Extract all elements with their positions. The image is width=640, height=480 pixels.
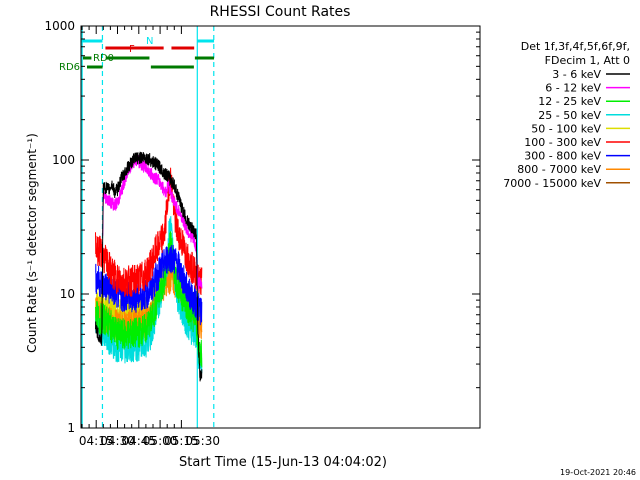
flare-flag-label: F: [129, 44, 135, 55]
y-tick-label: 1: [67, 421, 75, 435]
legend-label: 50 - 100 keV: [531, 122, 601, 135]
legend-label: 800 - 7000 keV: [517, 163, 601, 176]
legend-header-line-1: Det 1f,3f,4f,5f,6f,9f,: [521, 40, 630, 53]
chart-title: RHESSI Count Rates: [210, 4, 351, 20]
plot-frame: [80, 25, 481, 429]
legend-label: 100 - 300 keV: [524, 136, 601, 149]
x-axis-label: Start Time (15-Jun-13 04:04:02): [179, 455, 387, 470]
x-tick-label: 05:30: [185, 434, 220, 448]
series-line: [102, 153, 203, 290]
legend-label: 300 - 800 keV: [524, 150, 601, 163]
y-tick-label: 1000: [44, 19, 75, 33]
x-tick-label: 04:15: [79, 434, 114, 448]
legend-label: 7000 - 15000 keV: [503, 177, 601, 190]
x-tick-label: 04:45: [121, 434, 156, 448]
series-line: [95, 231, 203, 368]
y-axis: 1 10 100 1000: [44, 19, 480, 435]
legend-label: 6 - 12 keV: [545, 82, 601, 95]
legend-label: 3 - 6 keV: [552, 68, 601, 81]
footer-timestamp: 19-Oct-2021 20:46: [560, 468, 636, 477]
attenuator-label: N: [146, 36, 153, 47]
y-tick-label: 10: [60, 287, 75, 301]
y-tick-label: 100: [52, 153, 75, 167]
legend-label: 12 - 25 keV: [538, 95, 601, 108]
legend-header-line-2: FDecim 1, Att 0: [545, 54, 630, 67]
rd0-label: RD0: [93, 53, 114, 64]
series-lines: [95, 151, 203, 382]
series-line: [95, 151, 203, 382]
rd6-label: RD6: [59, 62, 80, 73]
series-line: [95, 167, 203, 297]
plot-border: [80, 25, 481, 429]
x-tick-label: 05:15: [164, 434, 199, 448]
x-tick-label: 05:00: [143, 434, 178, 448]
y-axis-label: Count Rate (s⁻¹ detector segment⁻¹): [25, 133, 39, 353]
x-tick-label: 04:30: [100, 434, 135, 448]
legend: Det 1f,3f,4f,5f,6f,9f, FDecim 1, Att 0 3…: [503, 40, 630, 190]
legend-label: 25 - 50 keV: [538, 109, 601, 122]
